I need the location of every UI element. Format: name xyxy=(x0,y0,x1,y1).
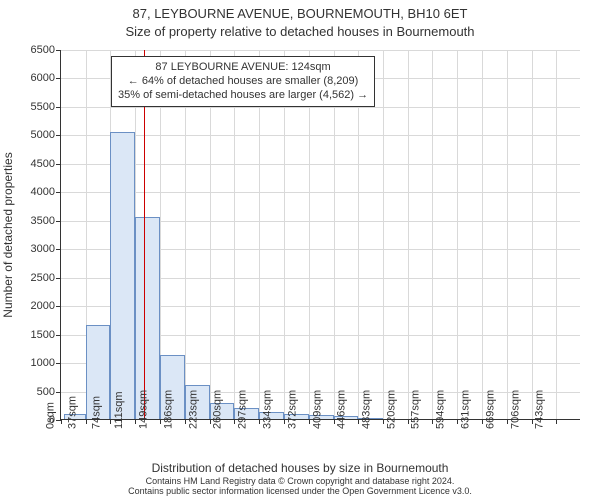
y-tick-mark xyxy=(56,278,61,279)
histogram-bar xyxy=(110,132,135,419)
y-tick-mark xyxy=(56,164,61,165)
x-tick-mark xyxy=(358,419,359,424)
x-tick-label: 594sqm xyxy=(434,390,446,429)
horizontal-gridline xyxy=(61,164,580,165)
vertical-gridline xyxy=(432,50,433,419)
x-tick-label: 520sqm xyxy=(385,390,397,429)
x-tick-label: 669sqm xyxy=(484,390,496,429)
y-tick-mark xyxy=(56,249,61,250)
annotation-box: 87 LEYBOURNE AVENUE: 124sqm ← 64% of det… xyxy=(111,56,375,107)
vertical-gridline xyxy=(507,50,508,419)
x-tick-label: 631sqm xyxy=(459,390,471,429)
y-tick-label: 3500 xyxy=(5,215,55,227)
y-tick-label: 4500 xyxy=(5,158,55,170)
x-tick-label: 111sqm xyxy=(113,391,125,429)
x-tick-mark xyxy=(383,419,384,424)
y-tick-mark xyxy=(56,78,61,79)
x-tick-mark xyxy=(284,419,285,424)
footer-attribution: Contains HM Land Registry data © Crown c… xyxy=(0,477,600,497)
y-tick-label: 6000 xyxy=(5,72,55,84)
x-tick-mark xyxy=(86,419,87,424)
y-axis-label: Number of detached properties xyxy=(1,152,15,317)
y-tick-label: 5000 xyxy=(5,129,55,141)
horizontal-gridline xyxy=(61,192,580,193)
x-tick-label: 37sqm xyxy=(66,396,78,429)
chart-container: 87, LEYBOURNE AVENUE, BOURNEMOUTH, BH10 … xyxy=(0,0,600,500)
y-tick-mark xyxy=(56,135,61,136)
footer-line-2: Contains public sector information licen… xyxy=(0,487,600,497)
y-tick-mark xyxy=(56,50,61,51)
x-tick-label: 706sqm xyxy=(509,390,521,429)
y-tick-mark xyxy=(56,335,61,336)
x-tick-label: 446sqm xyxy=(336,390,348,429)
y-tick-mark xyxy=(56,107,61,108)
horizontal-gridline xyxy=(61,50,580,51)
y-tick-label: 2000 xyxy=(5,300,55,312)
x-tick-mark xyxy=(259,419,260,424)
x-tick-mark xyxy=(507,419,508,424)
plot-area: 87 LEYBOURNE AVENUE: 124sqm ← 64% of det… xyxy=(60,50,580,420)
y-tick-label: 6500 xyxy=(5,44,55,56)
y-tick-mark xyxy=(56,306,61,307)
x-tick-mark xyxy=(482,419,483,424)
x-tick-label: 483sqm xyxy=(360,390,372,429)
x-tick-mark xyxy=(135,419,136,424)
x-tick-label: 74sqm xyxy=(91,396,103,429)
x-tick-label: 149sqm xyxy=(138,390,150,429)
x-tick-mark xyxy=(160,419,161,424)
y-tick-label: 1500 xyxy=(5,329,55,341)
horizontal-gridline xyxy=(61,135,580,136)
y-tick-mark xyxy=(56,392,61,393)
vertical-gridline xyxy=(457,50,458,419)
x-tick-label: 297sqm xyxy=(236,390,248,429)
y-tick-label: 4000 xyxy=(5,186,55,198)
x-tick-label: 409sqm xyxy=(311,390,323,429)
y-tick-label: 2500 xyxy=(5,272,55,284)
x-tick-mark xyxy=(556,419,557,424)
y-tick-label: 500 xyxy=(5,386,55,398)
x-axis-label: Distribution of detached houses by size … xyxy=(0,461,600,475)
x-tick-mark xyxy=(234,419,235,424)
x-tick-label: 557sqm xyxy=(410,390,422,429)
x-tick-mark xyxy=(185,419,186,424)
x-tick-mark xyxy=(432,419,433,424)
x-tick-mark xyxy=(61,419,62,424)
annotation-line-2: ← 64% of detached houses are smaller (8,… xyxy=(118,75,368,89)
x-tick-label: 186sqm xyxy=(162,390,174,429)
x-tick-label: 372sqm xyxy=(286,390,298,429)
vertical-gridline xyxy=(383,50,384,419)
x-tick-mark xyxy=(457,419,458,424)
x-tick-mark xyxy=(110,419,111,424)
y-tick-label: 1000 xyxy=(5,357,55,369)
x-tick-label: 334sqm xyxy=(261,390,273,429)
x-tick-label: 260sqm xyxy=(212,390,224,429)
y-tick-mark xyxy=(56,363,61,364)
histogram-bar xyxy=(135,217,160,419)
y-tick-label: 3000 xyxy=(5,243,55,255)
vertical-gridline xyxy=(482,50,483,419)
y-tick-label: 5500 xyxy=(5,101,55,113)
vertical-gridline xyxy=(556,50,557,419)
annotation-line-3: 35% of semi-detached houses are larger (… xyxy=(118,89,368,103)
x-tick-mark xyxy=(309,419,310,424)
y-tick-mark xyxy=(56,221,61,222)
chart-subtitle: Size of property relative to detached ho… xyxy=(0,24,600,39)
x-tick-label: 743sqm xyxy=(534,390,546,429)
y-tick-mark xyxy=(56,192,61,193)
vertical-gridline xyxy=(408,50,409,419)
chart-title: 87, LEYBOURNE AVENUE, BOURNEMOUTH, BH10 … xyxy=(0,6,600,21)
vertical-gridline xyxy=(532,50,533,419)
x-tick-label: 223sqm xyxy=(187,390,199,429)
x-tick-label: 0sqm xyxy=(45,402,57,429)
annotation-line-1: 87 LEYBOURNE AVENUE: 124sqm xyxy=(118,61,368,75)
